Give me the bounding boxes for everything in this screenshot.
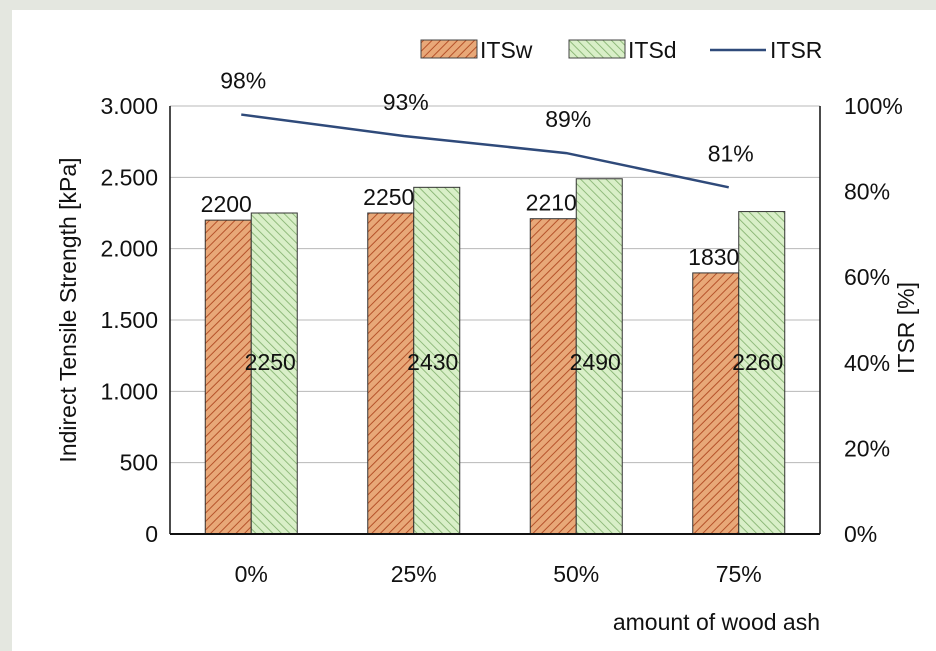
data-label-itsw: 2200 bbox=[201, 191, 252, 217]
y-tick-label: 500 bbox=[120, 450, 158, 476]
y2-axis-title: ITSR [%] bbox=[893, 282, 919, 374]
y-tick-label: 1.000 bbox=[100, 378, 158, 404]
bar-itsd bbox=[575, 178, 623, 535]
chart-frame: 0 500 1.000 1.500 2.000 2.500 3.000 0% 20% 40% 60%… bbox=[12, 10, 936, 651]
data-label-itsd: 2260 bbox=[732, 349, 783, 375]
y2-tick-label: 60% bbox=[844, 264, 890, 290]
bar-itsd bbox=[413, 186, 461, 535]
legend-label-itsd: ITSd bbox=[628, 37, 677, 63]
y2-tick-label: 0% bbox=[844, 521, 877, 547]
data-label-itsw: 2250 bbox=[363, 184, 414, 210]
y-tick-label: 3.000 bbox=[100, 93, 158, 119]
bar-itsw bbox=[204, 219, 252, 535]
y-tick-label: 2.000 bbox=[100, 236, 158, 262]
legend-label-itsr: ITSR bbox=[770, 37, 822, 63]
data-label-itsd: 2490 bbox=[570, 349, 621, 375]
data-label-itsr: 93% bbox=[383, 89, 429, 115]
data-label-itsr: 81% bbox=[708, 140, 754, 166]
x-tick-label: 50% bbox=[553, 561, 599, 587]
y2-tick-label: 100% bbox=[844, 93, 903, 119]
data-label-itsr: 89% bbox=[545, 106, 591, 132]
x-tick-label: 0% bbox=[235, 561, 268, 587]
y-tick-label: 1.500 bbox=[100, 307, 158, 333]
chart-svg: 0 500 1.000 1.500 2.000 2.500 3.000 0% 20% 40% 60%… bbox=[55, 37, 919, 635]
y2-tick-label: 40% bbox=[844, 350, 890, 376]
x-tick-label: 25% bbox=[391, 561, 437, 587]
legend-swatch-itsd bbox=[568, 39, 626, 59]
bar-itsw bbox=[692, 272, 740, 535]
data-label-itsr: 98% bbox=[220, 68, 266, 94]
bar-itsd bbox=[738, 211, 786, 535]
y-tick-label: 0 bbox=[145, 521, 158, 547]
bar-itsw bbox=[529, 218, 577, 535]
data-label-itsw: 2210 bbox=[526, 190, 577, 216]
y-axis-title: Indirect Tensile Strength [kPa] bbox=[55, 157, 81, 462]
data-label-itsd: 2250 bbox=[245, 349, 296, 375]
y2-tick-label: 20% bbox=[844, 435, 890, 461]
x-axis-title: amount of wood ash bbox=[613, 609, 820, 635]
y2-tick-label: 80% bbox=[844, 179, 890, 205]
y-tick-label: 2.500 bbox=[100, 164, 158, 190]
line-itsr bbox=[241, 113, 730, 189]
x-tick-label: 75% bbox=[716, 561, 762, 587]
data-label-itsw: 1830 bbox=[688, 244, 739, 270]
data-label-itsd: 2430 bbox=[407, 349, 458, 375]
chart-legend: ITSw ITSd ITSR bbox=[420, 37, 822, 63]
legend-label-itsw: ITSw bbox=[480, 37, 533, 63]
legend-swatch-itsw bbox=[420, 39, 478, 59]
